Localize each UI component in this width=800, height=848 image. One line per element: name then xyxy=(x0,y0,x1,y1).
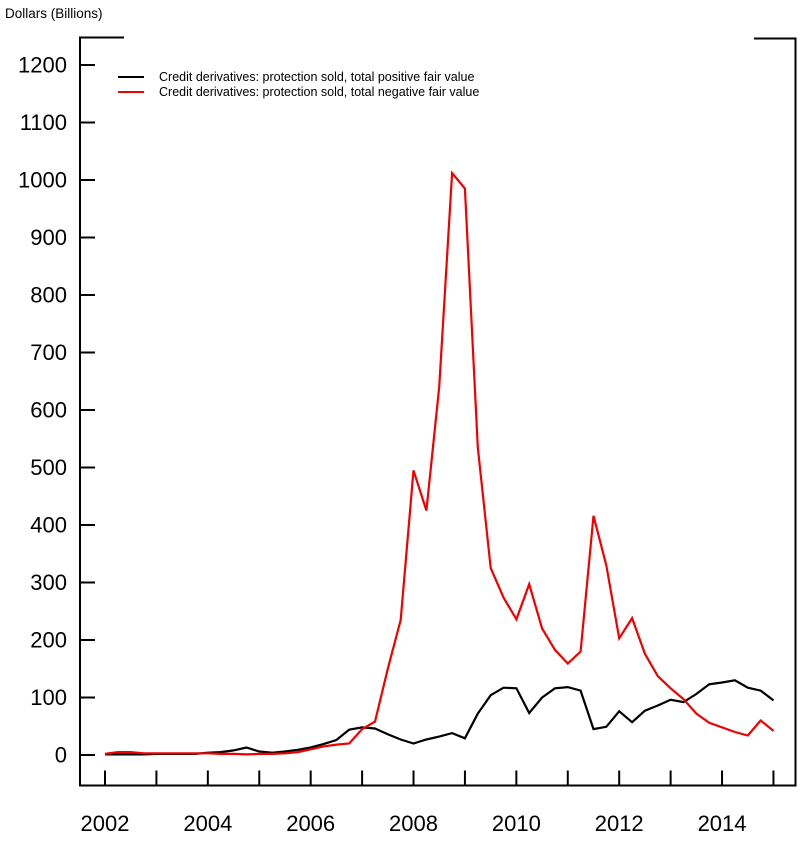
series-line-negative-fair-value xyxy=(104,170,775,756)
x-tick-label: 2014 xyxy=(698,811,747,836)
legend: Credit derivatives: protection sold, tot… xyxy=(118,69,479,99)
y-tick-label: 1200 xyxy=(18,53,67,78)
y-tick-label: 100 xyxy=(30,685,67,710)
x-tick-label: 2012 xyxy=(595,811,644,836)
y-tick-label: 600 xyxy=(30,398,67,423)
y-tick-label: 1100 xyxy=(20,110,67,135)
legend-label-positive: Credit derivatives: protection sold, tot… xyxy=(159,69,475,84)
legend-item-positive: Credit derivatives: protection sold, tot… xyxy=(118,69,479,84)
x-tick-label: 2006 xyxy=(286,811,335,836)
y-tick-label: 0 xyxy=(55,743,67,768)
x-tick-label: 2010 xyxy=(492,811,541,836)
y-tick-label: 800 xyxy=(30,283,67,308)
y-tick-label: 500 xyxy=(30,455,67,480)
y-tick-label: 200 xyxy=(30,628,67,653)
x-tick-label: 2004 xyxy=(183,811,232,836)
series-line-positive-fair-value xyxy=(105,679,775,756)
y-tick-label: 400 xyxy=(30,513,67,538)
x-tick-label: 2008 xyxy=(389,811,438,836)
y-tick-label: 300 xyxy=(30,570,67,595)
legend-label-negative: Credit derivatives: protection sold, tot… xyxy=(159,84,480,99)
x-tick-label: 2002 xyxy=(81,811,130,836)
y-tick-label: 900 xyxy=(30,225,67,250)
y-tick-label: 700 xyxy=(30,340,67,365)
y-axis-title: Dollars (Billions) xyxy=(5,6,103,21)
legend-item-negative: Credit derivatives: protection sold, tot… xyxy=(118,84,479,99)
legend-line-sample-positive xyxy=(118,75,144,78)
legend-line-sample-negative xyxy=(118,90,144,93)
y-tick-label: 1000 xyxy=(18,168,67,193)
